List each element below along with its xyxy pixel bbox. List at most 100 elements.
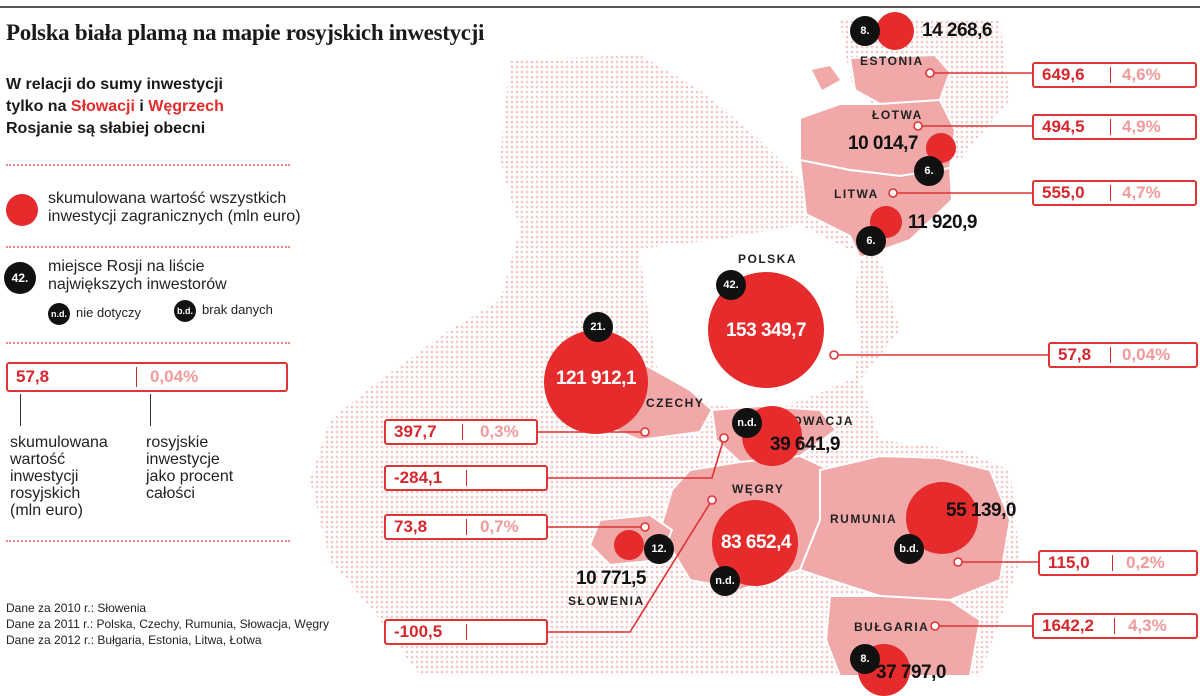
legend-dot-line: inwestycji zagranicznych (mln euro) [48,208,301,225]
legend-box-value: 57,8 [16,367,50,386]
poland-rank-badge: 42. [716,270,746,300]
slovenia-total: 10 771,5 [576,568,646,589]
romania-value-box: 115,0 0,2% [1038,550,1198,576]
legend-bd-badge: b.d. [174,300,196,322]
hungary-total: 83 652,4 [721,532,791,553]
box-separator [462,424,463,440]
source-line: Dane za 2011 r.: Polska, Czechy, Rumunia… [6,617,330,631]
legend-left-line: wartość [10,451,66,468]
legend-value-box: 57,8 0,04% [6,362,288,392]
latvia-total: 10 014,7 [848,133,918,154]
divider [6,164,290,166]
legend-nd-badge: n.d. [48,303,70,325]
legend-left-line: skumulowana [10,434,108,451]
legend-right-line: całości [146,485,195,502]
slovakia-rank-badge: n.d. [732,408,762,438]
legend-right-label: rosyjskie inwestycje jako procent całośc… [146,434,233,502]
divider [6,246,290,248]
subtitle-text: tylko na [6,98,71,115]
subtitle-line-1: W relacji do sumy inwestycji [6,76,223,93]
subtitle-line-2: tylko na Słowacji i Węgrzech [6,96,306,118]
box-separator [1110,185,1111,201]
legend-left-label: skumulowana wartość inwestycji rosyjskic… [10,434,108,519]
legend-right-line: jako procent [146,468,234,485]
latvia-label: ŁOTWA [872,108,923,122]
legend-bd-text: brak danych [202,302,273,317]
box-separator [1112,555,1113,571]
czechia-value-box: 397,7 0,3% [384,419,538,445]
lithuania-russia-value: 555,0 [1042,183,1085,202]
slovenia-label: SŁOWENIA [568,594,645,608]
legend-box-pct: 0,04% [150,367,199,386]
legend-rank-text: miejsce Rosji na liście największych inw… [48,258,227,294]
hungary-russia-value: -100,5 [394,622,443,641]
bulgaria-value-box: 1642,2 4,3% [1032,613,1198,639]
legend-left-line: (mln euro) [10,502,83,519]
bulgaria-total: 37 797,0 [876,662,946,683]
legend-right-line: rosyjskie [146,434,209,451]
latvia-pct: 4,9% [1122,117,1161,136]
box-separator [466,624,467,640]
slovenia-rank-badge: 12. [644,534,674,564]
subtitle-highlight-hungary: Węgrzech [148,98,224,115]
lithuania-value-box: 555,0 4,7% [1032,180,1197,206]
bulgaria-russia-value: 1642,2 [1042,616,1094,635]
legend-pointer-right [150,394,151,426]
source-line: Dane za 2010 r.: Słowenia [6,601,147,615]
slovenia-pct: 0,7% [480,517,519,536]
romania-russia-value: 115,0 [1048,553,1090,572]
latvia-rank-badge: 6. [914,156,944,186]
legend-nd-text: nie dotyczy [76,305,142,320]
estonia-total: 14 268,6 [922,20,992,41]
poland-label: POLSKA [738,252,798,266]
box-separator [1110,67,1111,83]
page-title: Polska biała plamą na mapie rosyjskich i… [6,20,485,45]
estonia-label: ESTONIA [860,54,924,68]
estonia-rank-badge: 8. [850,16,880,46]
romania-total: 55 139,0 [946,500,1016,521]
hungary-rank-badge: n.d. [710,566,740,596]
czechia-russia-value: 397,7 [394,422,437,441]
romania-label: RUMUNIA [830,512,898,526]
legend-rank-line: miejsce Rosji na liście [48,258,205,275]
legend-rank-badge: 42. [4,262,36,294]
top-rule [0,6,1200,8]
hungary-value-box: -100,5 [384,619,548,645]
legend-left-line: rosyjskich [10,485,81,502]
bulgaria-rank-badge: 8. [850,644,880,674]
slovakia-russia-value: -284,1 [394,468,443,487]
poland-total: 153 349,7 [725,320,807,341]
subtitle-text: i [134,98,149,115]
sources: Dane za 2010 r.: Słowenia Dane za 2011 r… [6,600,329,648]
estonia-pct: 4,6% [1122,65,1161,84]
lithuania-pct: 4,7% [1122,183,1161,202]
legend-left-line: inwestycji [10,468,79,485]
slovakia-value-box: -284,1 [384,465,548,491]
romania-shape [798,454,1012,602]
subtitle-line-3: Rosjanie są słabiej obecni [6,120,206,137]
slovakia-total: 39 641,9 [770,434,840,455]
czechia-label: CZECHY [646,396,705,410]
box-separator [1110,119,1111,135]
latvia-russia-value: 494,5 [1042,117,1085,136]
box-separator [466,470,467,486]
legend-dot-line: skumulowana wartość wszystkich [48,190,287,207]
legend-rank-line: największych inwestorów [48,276,227,293]
divider [6,540,290,542]
box-separator [1114,618,1115,634]
poland-value-box: 57,8 0,04% [1048,342,1198,368]
czechia-total: 121 912,1 [555,368,637,389]
latvia-value-box: 494,5 4,9% [1032,114,1197,140]
estonia-value-box: 649,6 4,6% [1032,62,1197,88]
legend-right-line: inwestycje [146,451,220,468]
divider [6,342,290,344]
hungary-label: WĘGRY [732,482,785,496]
legend-pointer-left [20,394,21,426]
subtitle: W relacji do sumy inwestycji tylko na Sł… [6,74,306,140]
source-line: Dane za 2012 r.: Bułgaria, Estonia, Litw… [6,633,262,647]
box-separator [136,367,137,387]
estonia-bubble [876,12,914,50]
slovenia-russia-value: 73,8 [394,517,428,536]
lithuania-label: LITWA [834,187,879,201]
legend-red-dot [6,194,38,226]
